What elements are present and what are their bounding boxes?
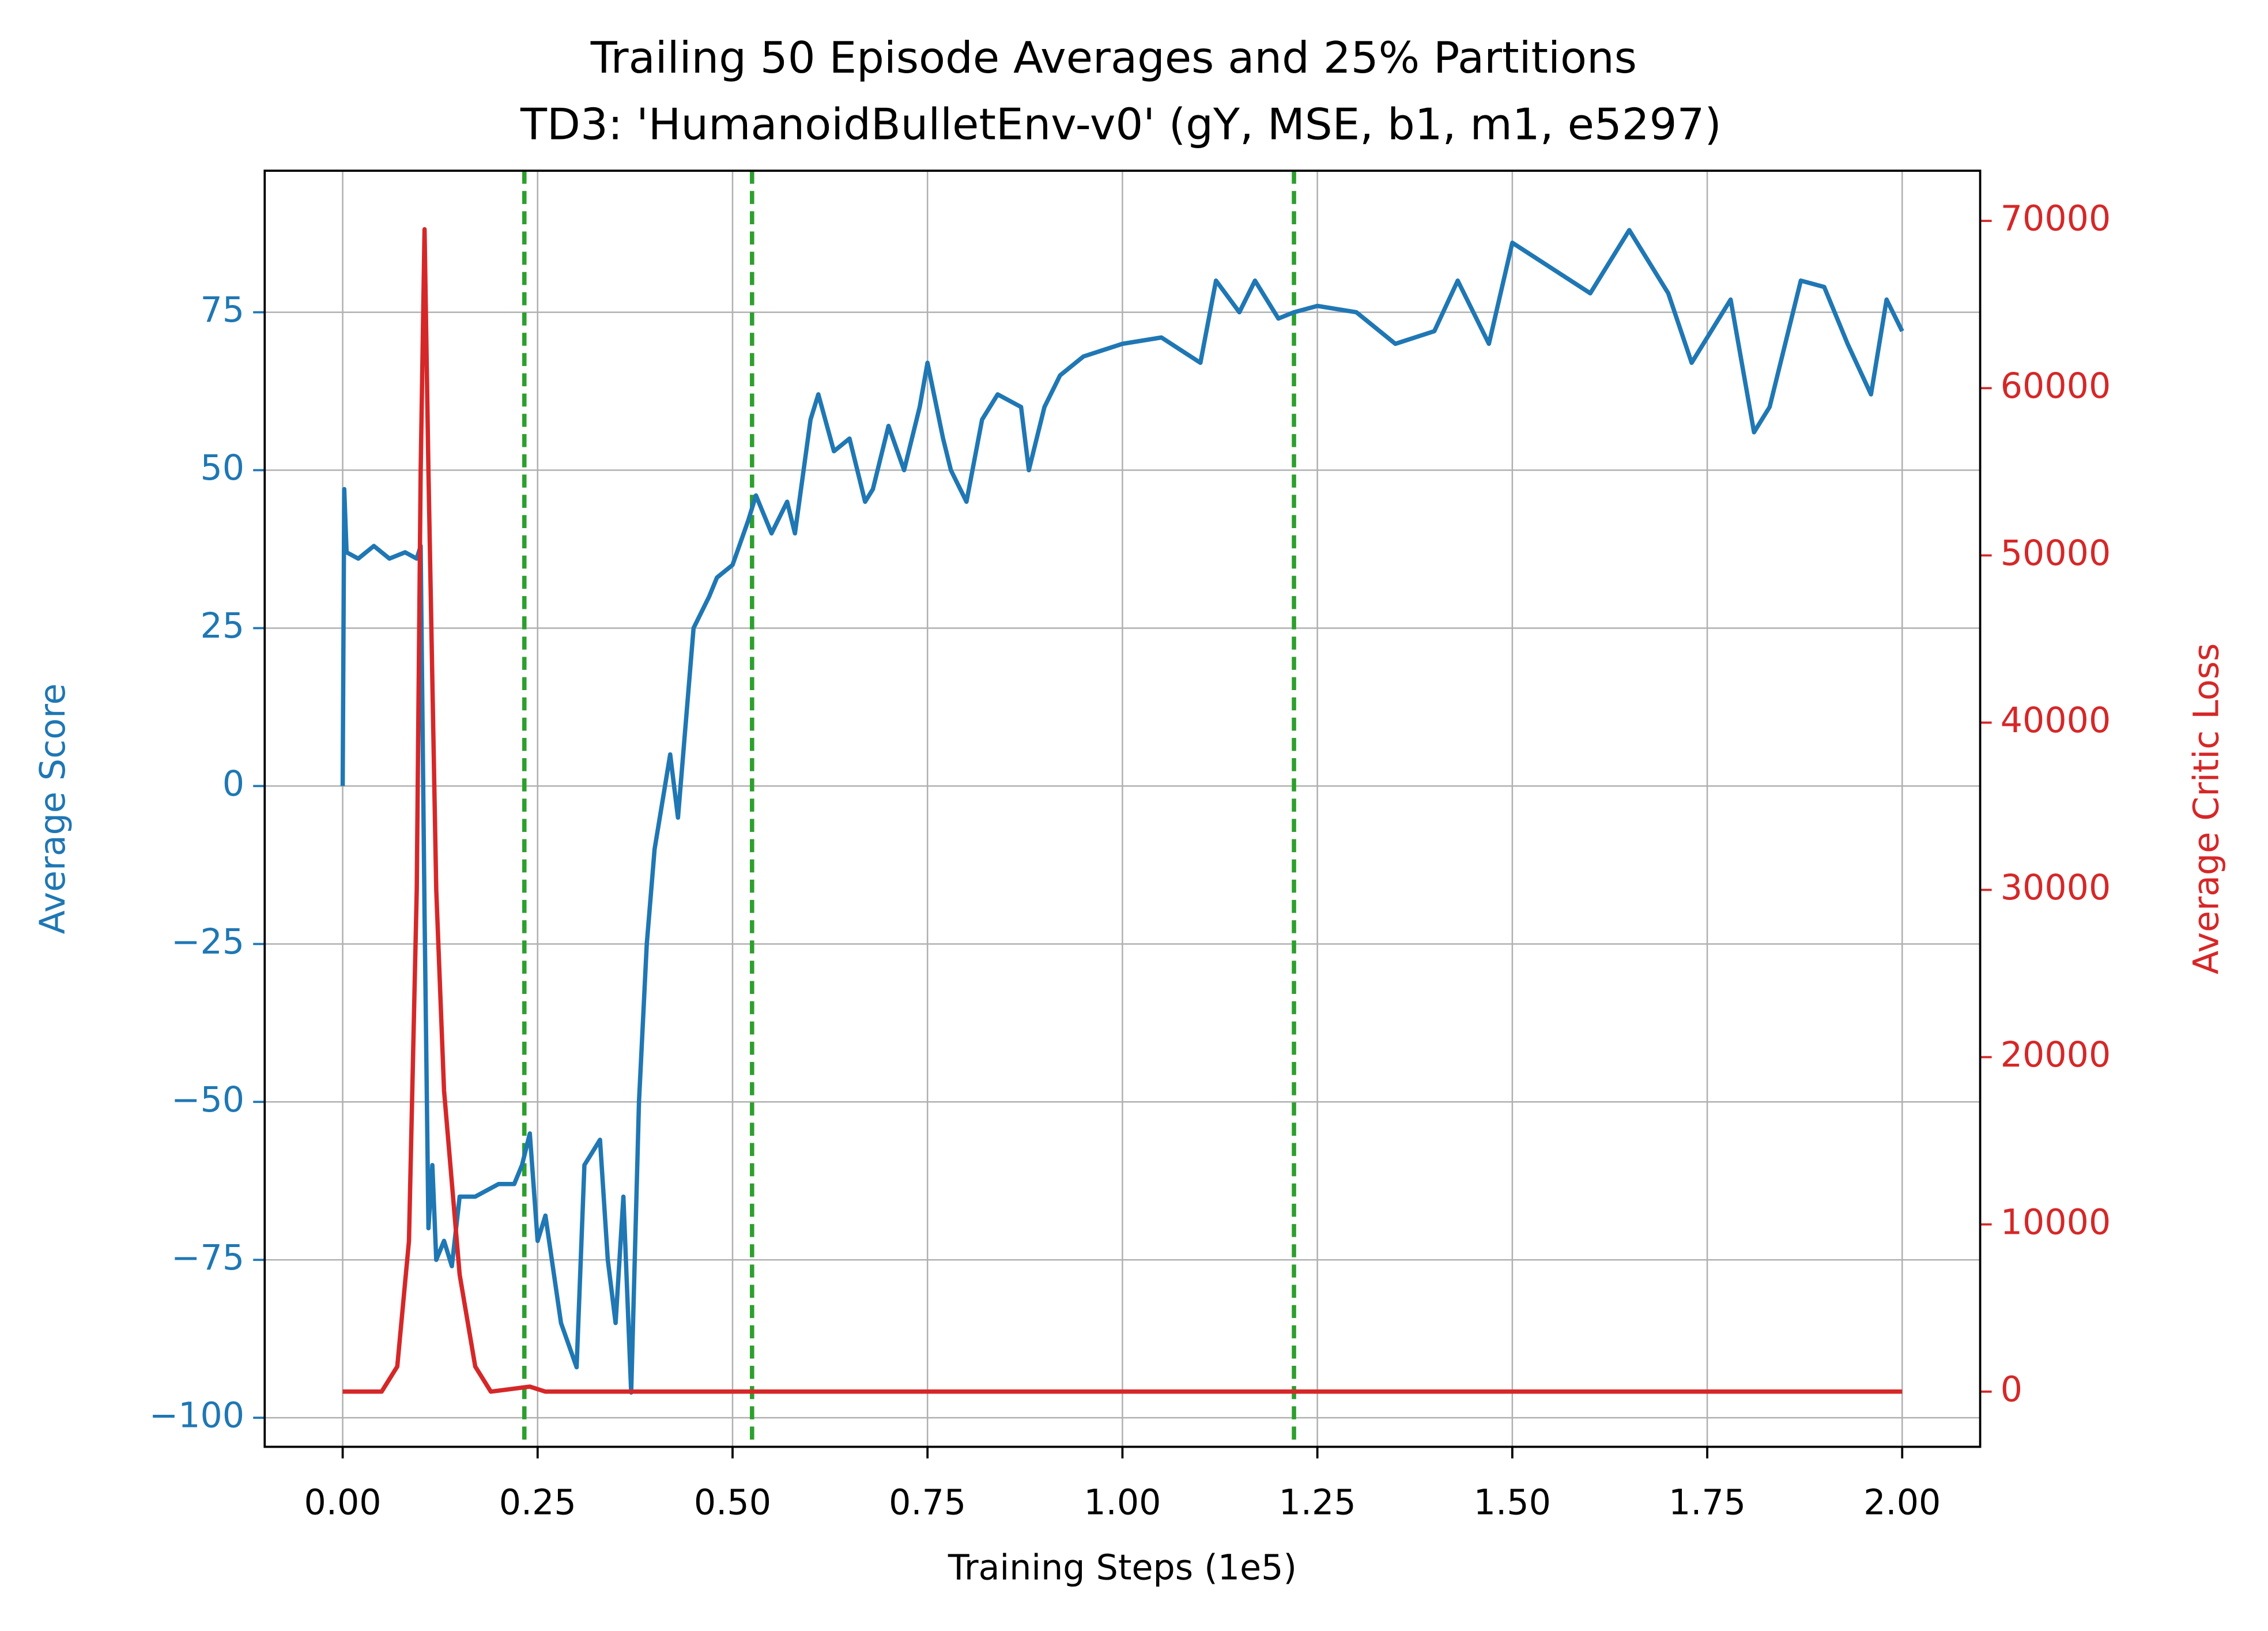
y2-axis-label: Average Critic Loss: [2187, 643, 2227, 975]
y2-tick-label: 50000: [2001, 533, 2111, 574]
y2-tick-label: 70000: [2001, 199, 2111, 239]
x-tick-label: 0.50: [694, 1483, 771, 1523]
y-tick-label: 50: [200, 448, 244, 488]
y2-tick-label: 30000: [2001, 868, 2111, 908]
x-tick-label: 1.50: [1474, 1483, 1551, 1523]
x-tick-label: 0.00: [304, 1483, 382, 1523]
y-tick-label: −100: [149, 1396, 244, 1436]
y-tick-label: −25: [171, 922, 244, 962]
y-axis-label: Average Score: [33, 683, 73, 934]
chart-subtitle: TD3: 'HumanoidBulletEnv-v0' (gY, MSE, b1…: [520, 99, 1722, 149]
y-tick-label: −50: [171, 1080, 244, 1120]
y2-tick-label: 10000: [2001, 1202, 2111, 1242]
x-tick-label: 0.25: [499, 1483, 576, 1523]
x-tick-label: 0.75: [889, 1483, 966, 1523]
data-line: [340, 228, 1904, 1395]
x-tick-label: 2.00: [1863, 1483, 1941, 1523]
x-tick-label: 1.25: [1279, 1483, 1356, 1523]
data-line: [342, 227, 1903, 1394]
y-tick-label: 0: [222, 764, 244, 804]
y2-tick-label: 40000: [2001, 700, 2111, 741]
chart-title: Trailing 50 Episode Averages and 25% Par…: [590, 32, 1637, 83]
y2-tick-label: 0: [2001, 1369, 2022, 1410]
y-tick-label: 75: [200, 290, 244, 330]
y-tick-label: −75: [171, 1238, 244, 1278]
x-tick-label: 1.00: [1084, 1483, 1161, 1523]
y2-tick-label: 20000: [2001, 1035, 2111, 1075]
y2-tick-label: 60000: [2001, 366, 2111, 406]
x-axis-label: Training Steps (1e5): [948, 1547, 1297, 1588]
x-tick-label: 1.75: [1669, 1483, 1746, 1523]
y-tick-label: 25: [200, 606, 244, 646]
plot-frame: [263, 169, 1982, 1448]
